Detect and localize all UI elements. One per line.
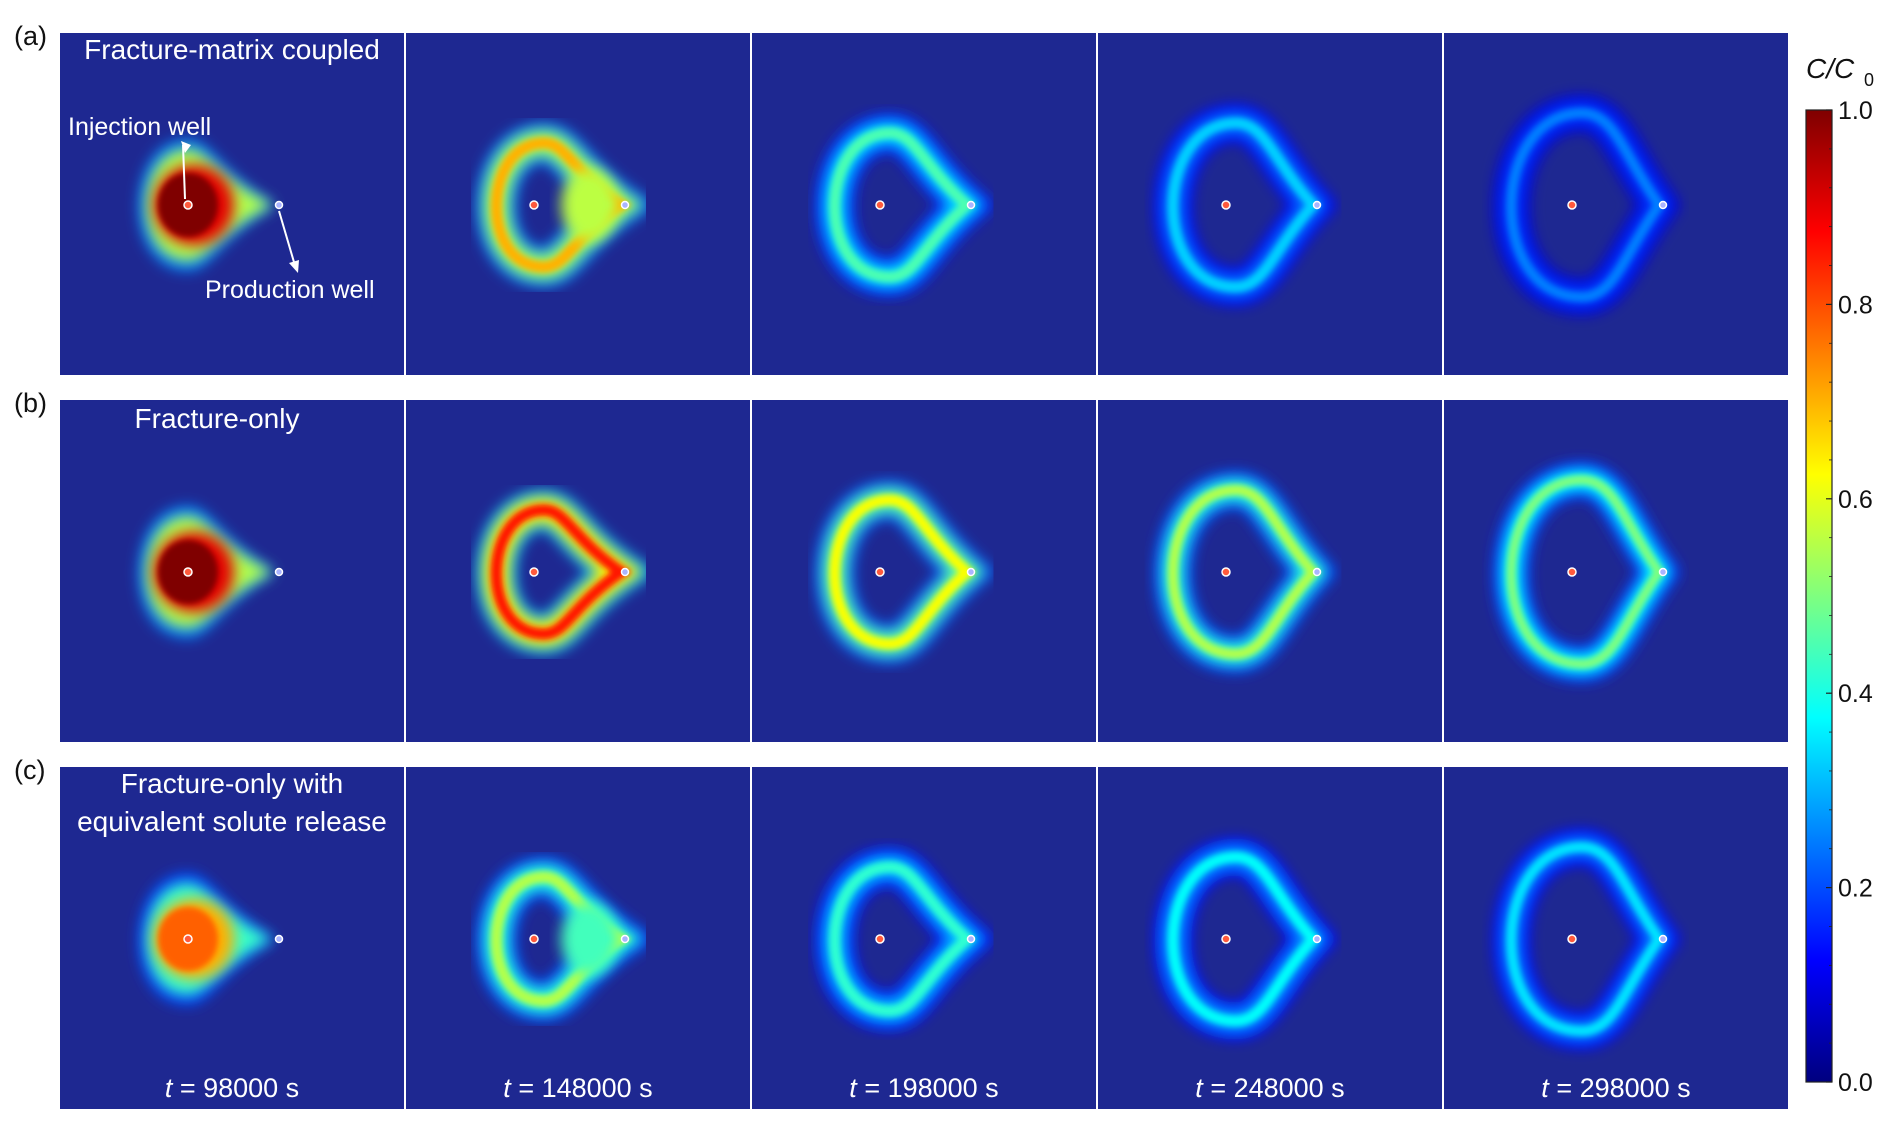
plume-tail <box>561 169 617 241</box>
production-well-marker <box>1312 567 1322 577</box>
production-well-marker <box>966 200 976 210</box>
panel-title: Fracture-matrix coupled <box>84 34 380 65</box>
plume-ring-peak <box>1506 475 1665 669</box>
colorbar-tick-label: 1.0 <box>1838 97 1873 125</box>
colorbar-tick-label: 0.8 <box>1838 291 1873 319</box>
concentration-panel <box>60 33 404 375</box>
time-label: t = 148000 s <box>503 1073 652 1103</box>
row-label: (a) <box>14 21 47 51</box>
injection-well-marker <box>875 934 885 944</box>
injection-well-marker <box>1567 567 1577 577</box>
injection-well-marker <box>529 567 539 577</box>
panel-title: Fracture-only <box>135 403 300 434</box>
plume-ring-peak <box>829 127 976 283</box>
concentration-panel: t = 298000 s <box>1444 767 1788 1109</box>
injection-well-marker <box>1567 200 1577 210</box>
concentration-panel <box>752 33 1096 375</box>
concentration-panel <box>1098 33 1442 375</box>
production-well-marker <box>1658 200 1668 210</box>
colorbar-tick-label: 0.4 <box>1838 680 1873 708</box>
concentration-panel <box>406 400 750 742</box>
concentration-panel <box>1098 400 1442 742</box>
injection-well-label: Injection well <box>68 113 211 141</box>
colorbar-title: C/C <box>1806 53 1855 84</box>
time-label: t = 248000 s <box>1195 1073 1344 1103</box>
row-labels: (a) (b) (c) <box>14 21 47 785</box>
plume-ring-peak <box>1167 851 1320 1027</box>
production-well-marker <box>274 200 284 210</box>
plume-ring-peak <box>829 861 976 1017</box>
plume-ring-peak <box>1167 117 1320 293</box>
time-label: t = 298000 s <box>1541 1073 1690 1103</box>
concentration-panel: t = 248000 s <box>1098 767 1442 1109</box>
colorbar-title-subscript: 0 <box>1864 70 1874 90</box>
plume-tail <box>561 903 617 975</box>
plume-ring-peak <box>490 504 632 640</box>
injection-well-marker <box>183 200 193 210</box>
arrowhead <box>289 260 299 273</box>
production-well-marker <box>620 200 630 210</box>
injection-well-marker <box>1221 567 1231 577</box>
colorbar: C/C 0 1.0 0.8 0.6 0.4 0.2 0.0 <box>1805 53 1874 1097</box>
production-well-marker <box>620 567 630 577</box>
injection-well-marker <box>1221 934 1231 944</box>
concentration-panel <box>1444 33 1788 375</box>
production-arrow <box>278 210 297 270</box>
injection-well-marker <box>529 200 539 210</box>
production-well-marker <box>1312 934 1322 944</box>
colorbar-tick-label: 0.0 <box>1838 1069 1873 1097</box>
concentration-panel <box>752 400 1096 742</box>
injection-well-marker <box>875 567 885 577</box>
colorbar-tick-label: 0.6 <box>1838 486 1873 514</box>
plume-ring-peak <box>490 871 632 1007</box>
row-label: (b) <box>14 388 47 418</box>
arrowhead <box>181 141 191 153</box>
production-well-marker <box>274 934 284 944</box>
production-well-marker <box>966 934 976 944</box>
injection-well-marker <box>1221 200 1231 210</box>
plume-ring-peak <box>1506 108 1665 302</box>
production-well-marker <box>620 934 630 944</box>
concentration-panel: t = 198000 s <box>752 767 1096 1109</box>
row-label: (c) <box>14 755 45 785</box>
production-well-marker <box>274 567 284 577</box>
production-well-marker <box>1658 934 1668 944</box>
plume-ring-peak <box>490 137 632 273</box>
time-label: t = 198000 s <box>849 1073 998 1103</box>
production-well-marker <box>966 567 976 577</box>
concentration-panel <box>1444 400 1788 742</box>
production-well-label: Production well <box>205 276 375 304</box>
plume-ring-peak <box>829 494 976 650</box>
production-well-marker <box>1658 567 1668 577</box>
injection-well-marker <box>875 200 885 210</box>
injection-well-marker <box>183 567 193 577</box>
plume-ring-peak <box>1167 484 1320 660</box>
injection-well-marker <box>529 934 539 944</box>
production-well-marker <box>1312 200 1322 210</box>
time-label: t = 98000 s <box>165 1073 299 1103</box>
concentration-panel <box>406 33 750 375</box>
colorbar-tick-label: 0.2 <box>1838 875 1873 903</box>
concentration-panel: t = 98000 s <box>60 767 404 1109</box>
panel-title: equivalent solute release <box>77 806 387 837</box>
injection-arrow <box>182 144 186 200</box>
concentration-panel: t = 148000 s <box>406 767 750 1109</box>
panel-title: Fracture-only with <box>121 768 344 799</box>
concentration-panel <box>60 400 404 742</box>
injection-well-marker <box>183 934 193 944</box>
panel-grid: Fracture-matrix coupled Injection well Pro… <box>60 33 1788 1109</box>
colorbar-gradient <box>1805 109 1833 1083</box>
injection-well-marker <box>1567 934 1577 944</box>
plume-ring-peak <box>1506 842 1665 1036</box>
